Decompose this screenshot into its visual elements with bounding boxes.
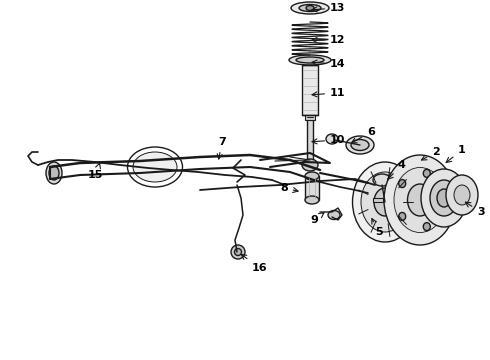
Bar bbox=[302, 65, 318, 115]
Ellipse shape bbox=[454, 185, 470, 205]
Ellipse shape bbox=[421, 169, 467, 227]
Ellipse shape bbox=[423, 222, 430, 231]
Text: 13: 13 bbox=[312, 3, 345, 13]
Ellipse shape bbox=[346, 136, 374, 154]
Text: 15: 15 bbox=[88, 163, 103, 180]
Ellipse shape bbox=[291, 2, 329, 14]
Text: 16: 16 bbox=[241, 255, 268, 273]
Ellipse shape bbox=[446, 175, 478, 215]
Ellipse shape bbox=[408, 184, 433, 216]
Text: 1: 1 bbox=[446, 145, 466, 162]
Ellipse shape bbox=[399, 212, 406, 220]
Ellipse shape bbox=[437, 189, 451, 207]
Text: 9: 9 bbox=[310, 213, 324, 225]
Text: 6: 6 bbox=[351, 127, 375, 143]
Bar bbox=[307, 117, 313, 165]
Ellipse shape bbox=[439, 196, 445, 204]
Ellipse shape bbox=[302, 159, 318, 171]
Ellipse shape bbox=[306, 5, 314, 10]
Ellipse shape bbox=[46, 162, 62, 184]
Ellipse shape bbox=[384, 155, 456, 245]
Ellipse shape bbox=[127, 147, 182, 187]
Text: 12: 12 bbox=[312, 35, 345, 45]
Text: 4: 4 bbox=[388, 160, 406, 179]
Text: 5: 5 bbox=[372, 219, 383, 237]
Ellipse shape bbox=[423, 169, 430, 177]
Ellipse shape bbox=[326, 134, 338, 144]
Ellipse shape bbox=[351, 140, 369, 150]
Ellipse shape bbox=[133, 152, 177, 182]
Ellipse shape bbox=[296, 57, 324, 63]
Ellipse shape bbox=[49, 166, 59, 180]
Ellipse shape bbox=[305, 196, 319, 204]
Ellipse shape bbox=[231, 245, 245, 259]
Ellipse shape bbox=[289, 55, 331, 65]
Bar bbox=[305, 115, 315, 120]
Ellipse shape bbox=[430, 180, 458, 216]
Ellipse shape bbox=[305, 172, 319, 180]
Ellipse shape bbox=[399, 180, 406, 188]
Ellipse shape bbox=[394, 167, 446, 233]
Ellipse shape bbox=[299, 4, 321, 12]
Ellipse shape bbox=[373, 174, 391, 186]
Bar bbox=[373, 198, 383, 202]
Ellipse shape bbox=[328, 211, 340, 220]
Text: 10: 10 bbox=[312, 135, 345, 145]
Bar bbox=[305, 176, 319, 200]
Ellipse shape bbox=[235, 248, 242, 256]
Text: 3: 3 bbox=[466, 202, 485, 217]
Ellipse shape bbox=[374, 188, 396, 216]
Ellipse shape bbox=[352, 162, 417, 242]
Text: 11: 11 bbox=[312, 88, 345, 98]
Text: 7: 7 bbox=[217, 137, 226, 159]
Ellipse shape bbox=[361, 172, 409, 232]
Text: 2: 2 bbox=[421, 147, 440, 160]
Text: 14: 14 bbox=[312, 59, 345, 69]
Text: 8: 8 bbox=[280, 183, 298, 193]
